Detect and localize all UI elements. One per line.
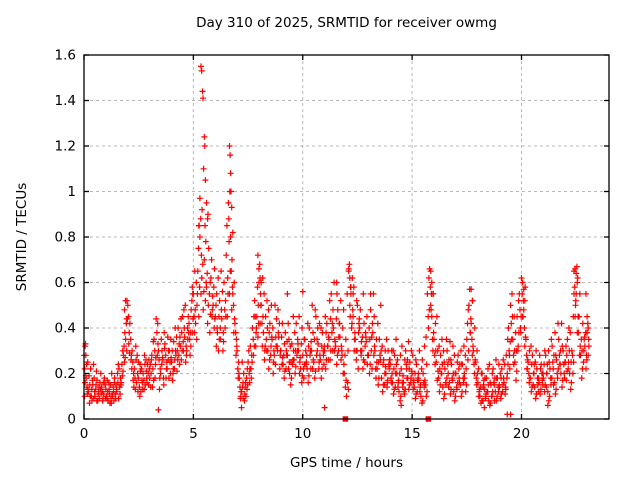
x-tick-label: 15 [404,426,421,442]
x-tick-label: 10 [294,426,311,442]
y-tick-label: 0.2 [55,366,76,382]
chart-title: Day 310 of 2025, SRMTID for receiver owm… [196,15,497,31]
y-tick-label: 0 [67,412,76,428]
x-axis-label: GPS time / hours [289,455,404,471]
scatter-points-extras [81,63,592,418]
y-tick-label: 1 [67,184,76,200]
x-tick-label: 20 [513,426,530,442]
y-tick-label: 0.4 [55,321,76,337]
y-tick-label: 0.6 [55,275,76,291]
y-tick-label: 0.8 [55,230,76,246]
y-tick-label: 1.6 [55,48,76,64]
y-tick-label: 1.4 [55,93,76,109]
scatter-points-srmtid-pass-b [81,215,591,404]
scatter-points-srmtid-pass-e [82,268,592,407]
y-tick-label: 1.2 [55,139,76,155]
scatter-points-srmtid-pass-d [82,290,592,409]
x-tick-label: 5 [189,426,198,442]
x-tick-label: 0 [80,426,89,442]
